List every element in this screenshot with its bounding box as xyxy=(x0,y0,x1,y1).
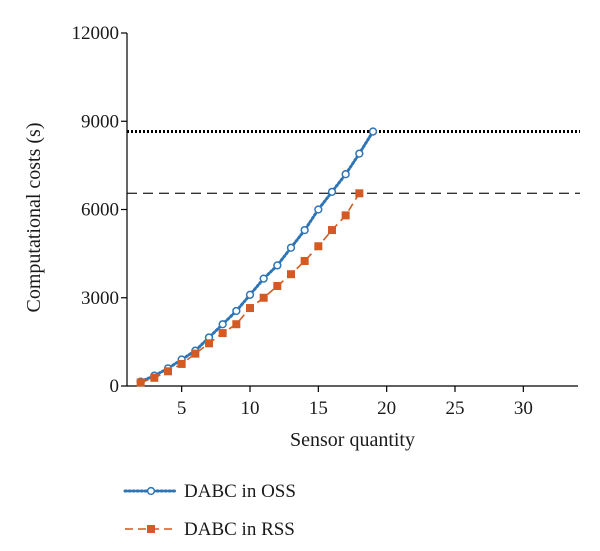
x-tick-label: 10 xyxy=(241,398,260,419)
data-point xyxy=(355,149,364,158)
legend-marker xyxy=(146,486,156,496)
data-point xyxy=(218,320,227,329)
data-point xyxy=(273,281,282,290)
x-tick-label: 20 xyxy=(377,398,396,419)
data-point xyxy=(205,339,213,348)
legend-label: DABC in OSS xyxy=(184,481,296,502)
y-tick-label: 6000 xyxy=(81,200,119,221)
data-point xyxy=(136,378,145,387)
y-axis-label: Computational costs (s) xyxy=(23,123,45,313)
data-point xyxy=(259,293,268,302)
axes: 0 3000 6000 9000 12000 5 10 15 20 25 30 xyxy=(72,23,578,419)
data-point xyxy=(355,189,364,198)
legend-item: DABC in RSS xyxy=(125,519,295,540)
x-tick-label: 30 xyxy=(514,398,533,419)
x-axis-label: Sensor quantity xyxy=(290,429,415,451)
data-point xyxy=(218,329,227,338)
data-point xyxy=(368,127,378,136)
data-point xyxy=(177,359,186,368)
data-point xyxy=(232,306,241,316)
y-tick-label: 3000 xyxy=(81,288,119,309)
data-point xyxy=(273,261,282,270)
series-layer xyxy=(136,127,378,387)
axis-labels: Sensor quantity Computational costs (s) xyxy=(23,123,415,451)
x-tick-label: 15 xyxy=(309,398,328,419)
data-point xyxy=(341,211,350,220)
data-point xyxy=(164,367,172,376)
legend: DABC in OSS DABC in RSS xyxy=(123,481,296,540)
data-point xyxy=(286,243,296,252)
legend-marker xyxy=(147,525,155,533)
data-point xyxy=(232,320,241,329)
series-line xyxy=(140,192,360,384)
x-tick-label: 5 xyxy=(177,398,187,419)
reference-lines xyxy=(127,130,580,194)
data-point xyxy=(314,242,323,251)
data-point xyxy=(328,226,336,235)
y-tick-label: 12000 xyxy=(72,23,120,44)
data-point xyxy=(245,290,255,299)
data-point xyxy=(300,256,309,265)
data-point xyxy=(287,270,295,279)
series-1 xyxy=(136,127,378,386)
data-point xyxy=(150,373,159,382)
y-tick-label: 0 xyxy=(110,376,120,397)
legend-item: DABC in OSS xyxy=(123,481,296,502)
series-2 xyxy=(136,189,364,387)
data-point xyxy=(327,187,337,197)
y-tick-label: 9000 xyxy=(81,111,119,132)
data-point xyxy=(341,170,350,179)
series-line xyxy=(139,130,375,384)
data-point xyxy=(259,274,268,283)
data-point xyxy=(314,205,323,214)
data-point xyxy=(300,225,309,235)
data-point xyxy=(191,349,200,358)
data-point xyxy=(246,304,254,313)
x-tick-label: 25 xyxy=(446,398,465,419)
legend-label: DABC in RSS xyxy=(184,519,295,540)
